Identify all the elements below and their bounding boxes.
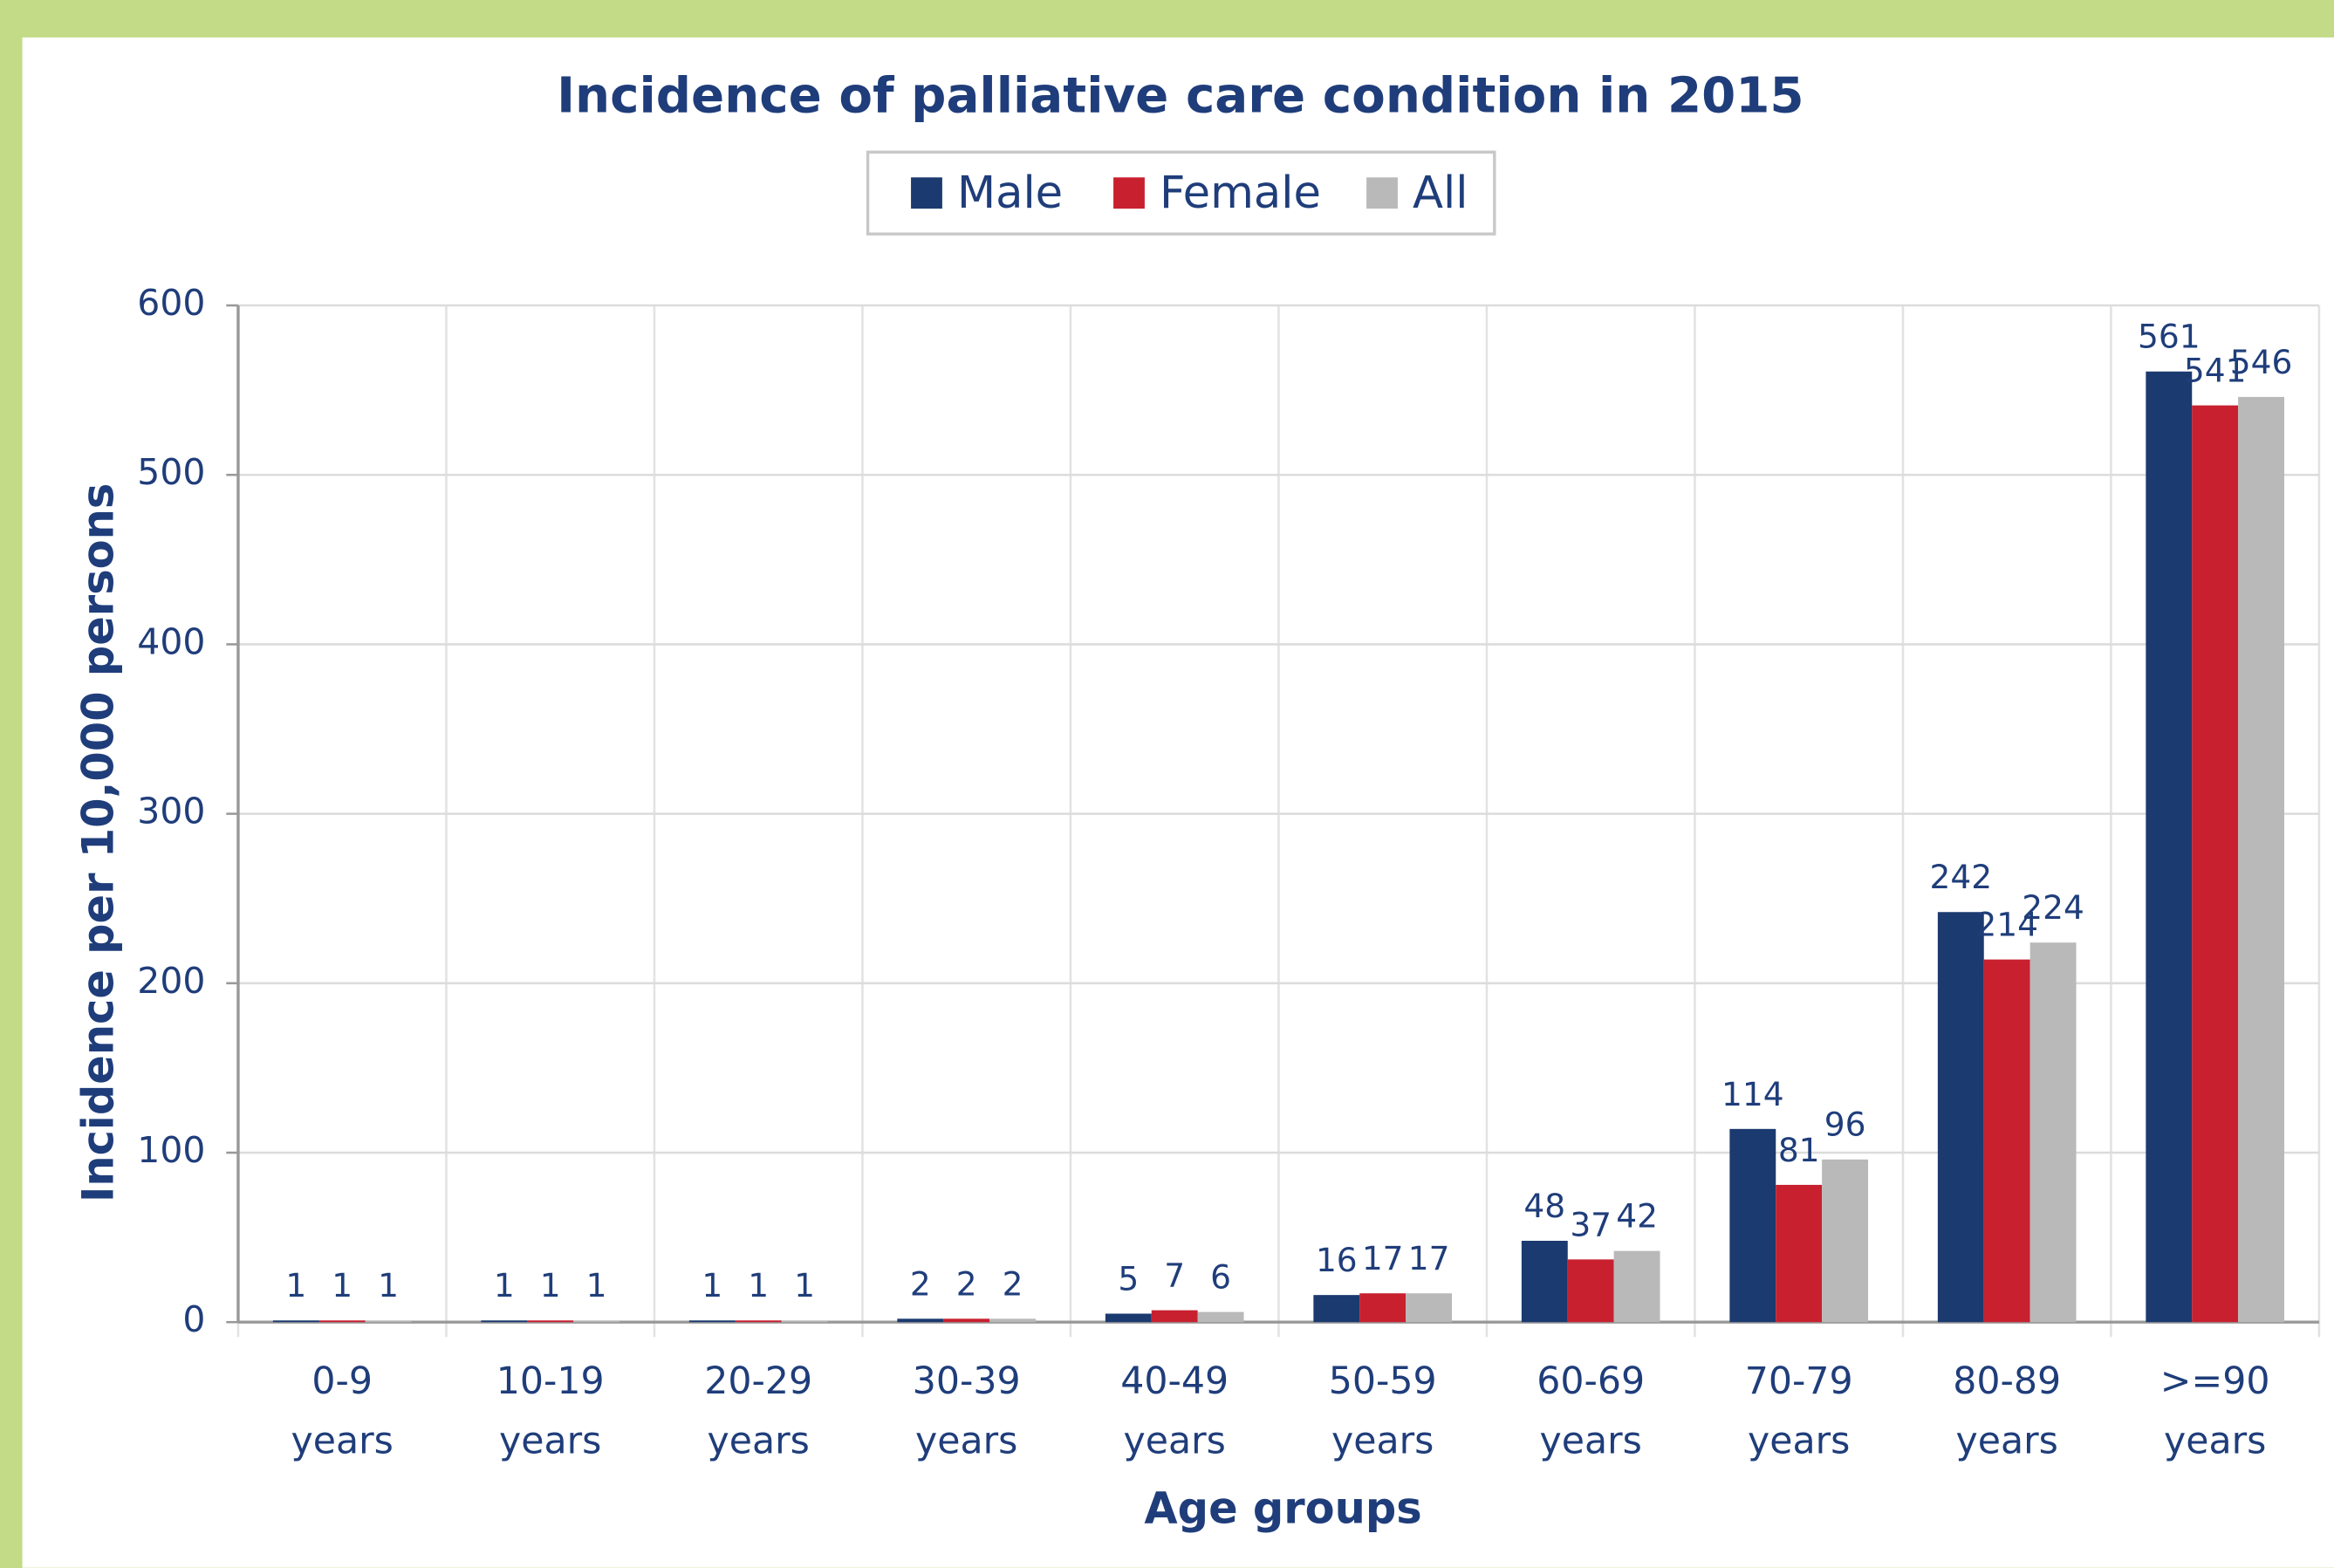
legend-swatch [911,177,942,209]
bar [1729,1128,1776,1323]
bar [1983,959,2030,1323]
data-label: 2 [910,1264,931,1303]
data-label: 541 [2184,352,2247,390]
data-label: 214 [1975,906,2038,944]
bar [1151,1310,1198,1323]
bar [688,1320,736,1323]
data-label: 224 [2022,888,2084,927]
data-label: 242 [1930,858,1993,896]
data-label: 1 [748,1266,769,1304]
x-tick-label: 30-39 years [912,1359,1021,1462]
bar [527,1320,574,1323]
bar [1197,1311,1244,1323]
chart-title: Incidence of palliative care condition i… [557,68,1804,125]
x-label-box: 20-29 years [704,1359,813,1462]
x-label-box: >=90 years [2159,1359,2270,1462]
data-label: 1 [332,1266,352,1304]
y-tick-label: 600 [137,282,205,324]
y-tick-label: 500 [137,451,205,493]
legend-label: Male [957,168,1063,219]
data-label: 5 [1118,1259,1139,1298]
x-tick-label: 20-29 years [704,1359,813,1462]
y-tick-label: 0 [182,1298,205,1340]
x-tick-label: 70-79 years [1744,1359,1853,1462]
data-label: 114 [1721,1075,1784,1113]
bar [2192,405,2239,1323]
x-label-box: 70-79 years [1744,1359,1853,1462]
data-label: 546 [2230,343,2293,381]
data-label: 561 [2138,318,2201,356]
data-label: 2 [956,1264,977,1303]
bar [1105,1313,1152,1323]
data-label: 1 [702,1266,722,1304]
data-label: 1 [378,1266,399,1304]
x-axis-title: Age groups [1144,1482,1421,1533]
data-label: 96 [1824,1106,1866,1144]
x-tick-label: 60-69 years [1537,1359,1646,1462]
data-label: 1 [794,1266,815,1304]
y-axis-title: Incidence per 10,000 persons [73,483,124,1202]
y-tick-label: 200 [137,960,205,1002]
data-label: 37 [1570,1205,1612,1243]
bar [365,1320,412,1323]
x-label-box: 50-59 years [1328,1359,1437,1462]
bar [1521,1241,1568,1323]
legend-swatch [1113,177,1145,209]
y-tick-label: 400 [137,620,205,662]
bar [989,1318,1037,1323]
x-tick-label: 50-59 years [1328,1359,1437,1462]
data-label: 16 [1316,1241,1358,1279]
legend-label: Female [1160,168,1321,219]
x-label-box: 60-69 years [1537,1359,1646,1462]
data-label: 17 [1408,1239,1450,1277]
data-label: 1 [494,1266,515,1304]
x-tick-label: >=90 years [2159,1359,2270,1462]
x-label-box: 40-49 years [1120,1359,1229,1462]
bar [318,1320,366,1323]
bar [1313,1295,1360,1323]
bar [2146,371,2193,1323]
legend-swatch [1366,177,1398,209]
bar [1406,1293,1453,1323]
legend-label: All [1413,168,1468,219]
bar [1359,1293,1407,1323]
bar [1613,1250,1660,1323]
x-tick-label: 80-89 years [1953,1359,2062,1462]
y-tick-label: 100 [137,1129,205,1171]
bar [2029,942,2077,1323]
x-label-box: 80-89 years [1953,1359,2062,1462]
data-label: 6 [1210,1258,1231,1297]
data-label: 1 [586,1266,607,1304]
bar [1937,912,1984,1323]
bar [735,1320,782,1323]
bar [1776,1184,1823,1323]
x-tick-label: 40-49 years [1120,1359,1229,1462]
bar [573,1320,620,1323]
data-label: 48 [1523,1187,1565,1225]
x-label-box: 30-39 years [912,1359,1021,1462]
x-tick-label: 10-19 years [496,1359,605,1462]
bar [1567,1259,1614,1323]
bar [272,1320,319,1323]
bar [781,1320,828,1323]
data-label: 2 [1003,1264,1023,1303]
data-label: 1 [540,1266,561,1304]
data-label: 1 [285,1266,306,1304]
y-tick-label: 300 [137,791,205,832]
data-label: 42 [1616,1197,1658,1236]
data-label: 17 [1362,1239,1404,1277]
bar [897,1318,944,1323]
data-label: 7 [1164,1256,1185,1295]
x-tick-label: 0-9 years [291,1359,394,1462]
bar [2238,396,2285,1323]
x-label-box: 0-9 years [291,1359,394,1462]
panel [22,37,2334,1568]
x-label-box: 10-19 years [496,1359,605,1462]
bar [1822,1159,1869,1323]
bar [943,1318,990,1323]
data-label: 81 [1778,1131,1820,1169]
bar [481,1320,528,1323]
